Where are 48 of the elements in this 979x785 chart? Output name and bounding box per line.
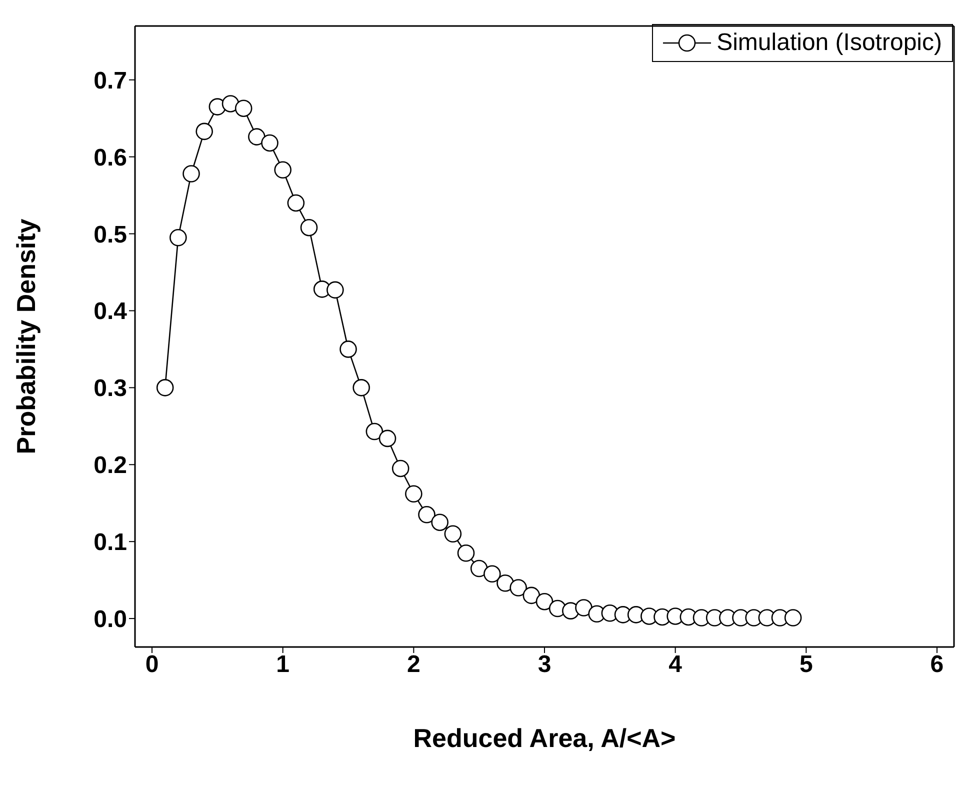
point: [536, 592, 554, 610]
point: [392, 460, 410, 478]
point: [234, 100, 252, 117]
x-tick-label: 1: [276, 651, 290, 678]
y-tick-label: 0.1: [94, 529, 127, 556]
point: [418, 506, 436, 524]
y-axis-title: Probability Density: [11, 218, 42, 454]
point: [352, 379, 370, 396]
point: [248, 128, 266, 146]
point: [510, 579, 527, 596]
y-tick-label: 0.5: [94, 221, 127, 248]
y-tick-label: 0.2: [94, 452, 127, 480]
point: [222, 95, 240, 112]
point: [444, 525, 462, 543]
point: [340, 340, 357, 358]
point: [470, 560, 488, 578]
point: [326, 281, 344, 299]
y-tick-label: 0.3: [94, 375, 127, 402]
point: [274, 161, 292, 179]
y-tick-label: 0.0: [94, 606, 127, 634]
point: [182, 165, 200, 182]
x-tick-label: 2: [406, 651, 420, 678]
point: [522, 586, 540, 604]
point: [287, 194, 305, 212]
point: [196, 122, 213, 140]
point: [784, 609, 802, 626]
point: [405, 485, 422, 503]
x-tick-label: 4: [668, 651, 683, 678]
x-tick-label: 0: [145, 651, 159, 678]
x-tick-label: 6: [930, 651, 944, 678]
point: [496, 574, 514, 592]
point: [156, 379, 174, 396]
legend-label: Simulation (Isotropic): [716, 29, 942, 57]
y-tick-label: 0.4: [94, 298, 128, 326]
point: [170, 228, 187, 246]
y-tick-label: 0.6: [94, 144, 127, 172]
point: [575, 599, 592, 616]
y-tick-label: 0.7: [94, 67, 127, 94]
point: [366, 422, 384, 440]
x-axis-title: Reduced Area, A/<A>: [413, 723, 676, 753]
point: [300, 218, 318, 236]
point: [378, 430, 396, 448]
point: [431, 514, 448, 531]
x-tick-label: 5: [799, 651, 813, 678]
point: [261, 134, 278, 152]
x-tick-label: 3: [538, 651, 552, 678]
point: [484, 565, 501, 583]
point: [457, 544, 475, 562]
